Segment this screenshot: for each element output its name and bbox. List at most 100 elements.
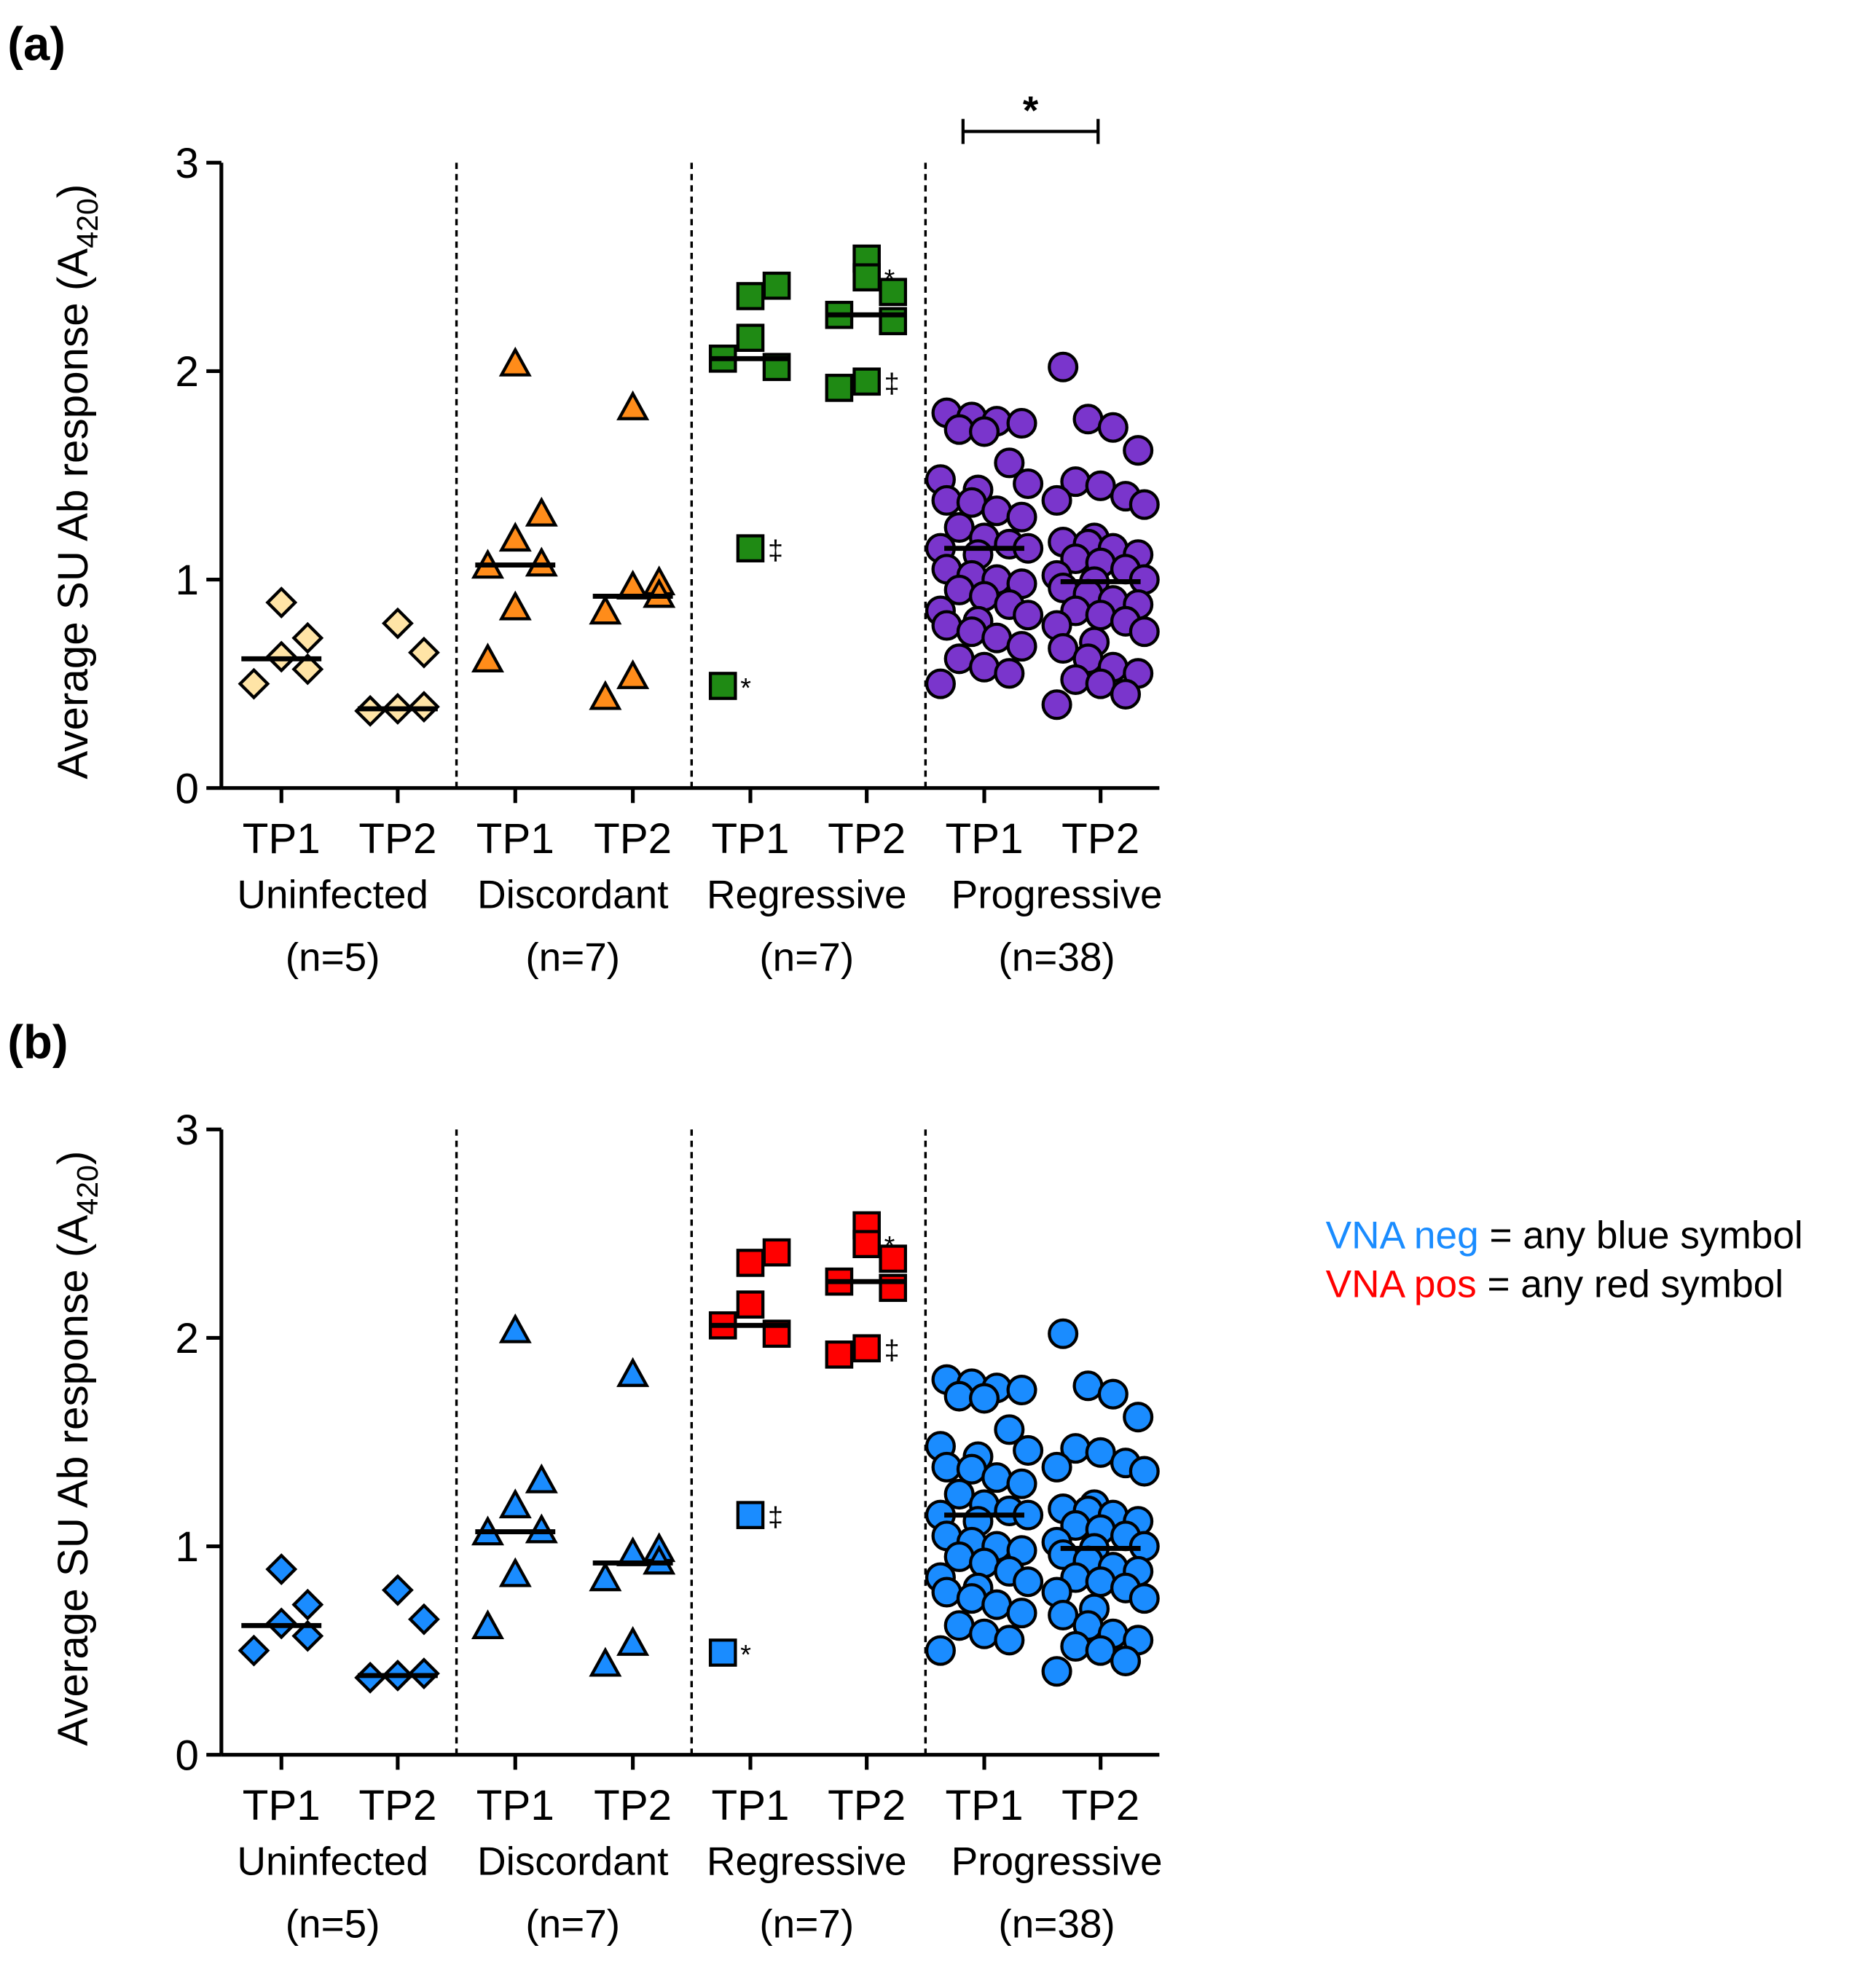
data-point-circle xyxy=(1006,1374,1037,1406)
data-point-diamond xyxy=(238,1634,270,1667)
legend-neg-key: VNA neg xyxy=(1326,1214,1479,1257)
data-point-circle xyxy=(943,1610,975,1641)
data-point-diamond xyxy=(381,1574,414,1606)
data-point-circle xyxy=(1072,404,1104,435)
data-point-square xyxy=(708,672,737,700)
x-tick-label: TP1 xyxy=(476,815,554,863)
group-n-label: (n=7) xyxy=(759,1901,854,1946)
y-axis-label-subscript: 420 xyxy=(71,1165,104,1215)
x-tick-label: TP1 xyxy=(243,815,321,863)
data-point-square xyxy=(852,367,881,396)
x-tick-label: TP2 xyxy=(1061,815,1139,863)
x-tick-label: TP2 xyxy=(594,1782,672,1829)
data-point-square xyxy=(852,263,881,292)
data-point-square xyxy=(879,1244,908,1273)
y-axis-label: Average SU Ab response (A420) xyxy=(50,1151,104,1746)
data-point-square xyxy=(762,271,791,300)
data-point-circle xyxy=(1123,435,1154,466)
data-point-circle xyxy=(931,610,962,641)
data-point-square xyxy=(736,1290,765,1319)
data-point-triangle xyxy=(589,1561,622,1592)
data-point-circle xyxy=(1013,1434,1044,1466)
data-point-diamond xyxy=(291,621,324,654)
data-point-triangle xyxy=(498,1313,532,1343)
group-n-label: (n=5) xyxy=(286,1901,380,1946)
data-point-circle xyxy=(1110,678,1142,710)
data-point-triangle xyxy=(525,496,558,527)
point-annotation: ‡ xyxy=(768,1502,783,1533)
data-point-triangle xyxy=(498,346,532,377)
group-n-label: (n=38) xyxy=(998,1901,1115,1946)
data-point-diamond xyxy=(265,586,298,619)
group-label: Regressive xyxy=(707,871,907,916)
group-n-label: (n=38) xyxy=(998,934,1115,979)
point-annotation: ‡ xyxy=(884,1335,900,1366)
significance-label: * xyxy=(1023,87,1039,133)
data-point-circle xyxy=(994,658,1025,689)
panel-label-a: (a) xyxy=(7,17,66,71)
data-point-square xyxy=(736,534,765,562)
y-tick-label: 2 xyxy=(175,348,198,396)
x-tick-label: TP1 xyxy=(946,815,1024,863)
y-tick-label: 3 xyxy=(175,1107,198,1154)
y-tick-label: 1 xyxy=(175,1523,198,1571)
x-tick-label: TP2 xyxy=(1061,1782,1139,1829)
data-point-triangle xyxy=(589,594,622,625)
legend-vna-neg: VNA neg = any blue symbol xyxy=(1326,1214,1803,1257)
legend-neg-text: = any blue symbol xyxy=(1479,1214,1803,1257)
group-n-label: (n=7) xyxy=(759,934,854,979)
group-label: Uninfected xyxy=(237,1838,428,1883)
data-point-diamond xyxy=(291,1619,324,1652)
data-point-square xyxy=(736,323,765,353)
data-point-circle xyxy=(994,1414,1025,1445)
data-point-circle xyxy=(1006,501,1037,533)
data-point-triangle xyxy=(589,1646,622,1677)
y-tick-label: 1 xyxy=(175,557,198,604)
group-label: Progressive xyxy=(951,1838,1163,1883)
data-point-diamond xyxy=(238,667,270,700)
data-point-circle xyxy=(1129,489,1160,520)
data-point-circle xyxy=(1013,468,1044,499)
data-point-circle xyxy=(1072,1370,1104,1402)
data-point-circle xyxy=(1006,1468,1037,1499)
data-point-circle xyxy=(1060,1630,1091,1662)
data-point-circle xyxy=(956,616,987,648)
legend-pos-text: = any red symbol xyxy=(1477,1263,1783,1305)
y-axis-label-main: Average SU Ab response (A xyxy=(50,248,97,780)
y-tick-label: 0 xyxy=(175,765,198,812)
data-point-triangle xyxy=(498,590,532,621)
group-n-label: (n=5) xyxy=(286,934,380,979)
data-point-circle xyxy=(956,1583,987,1614)
data-point-circle xyxy=(1041,1656,1072,1687)
data-point-circle xyxy=(1123,1402,1154,1433)
data-point-square xyxy=(825,1340,854,1369)
group-label: Discordant xyxy=(477,1838,669,1883)
data-point-diamond xyxy=(291,1588,324,1621)
data-point-circle xyxy=(981,495,1013,527)
data-point-circle xyxy=(925,668,956,699)
data-point-circle xyxy=(968,416,1000,447)
chart-panel-a: 0 1 2 3 Average SU Ab response (A420) Uninfec… xyxy=(50,87,1162,979)
data-point-circle xyxy=(943,512,975,543)
x-tick-label: TP2 xyxy=(594,815,672,863)
data-point-circle xyxy=(931,1577,962,1608)
point-annotation: * xyxy=(884,264,895,295)
data-point-circle xyxy=(1006,407,1037,439)
y-axis-label-main: Average SU Ab response (A xyxy=(50,1215,97,1746)
data-point-triangle xyxy=(471,1609,505,1640)
group-n-label: (n=7) xyxy=(525,1901,620,1946)
data-point-circle xyxy=(943,1479,975,1510)
x-tick-label: TP1 xyxy=(711,815,789,863)
data-point-circle xyxy=(1060,664,1091,695)
data-point-triangle xyxy=(525,1463,558,1493)
data-point-square xyxy=(852,1334,881,1363)
data-point-circle xyxy=(943,643,975,675)
y-tick-label: 3 xyxy=(175,140,198,187)
data-point-circle xyxy=(968,1618,1000,1649)
data-point-circle xyxy=(1085,668,1116,699)
data-point-circle xyxy=(1006,1598,1037,1629)
data-point-circle xyxy=(968,581,1000,612)
data-point-circle xyxy=(1085,1437,1116,1468)
data-point-circle xyxy=(994,447,1025,479)
